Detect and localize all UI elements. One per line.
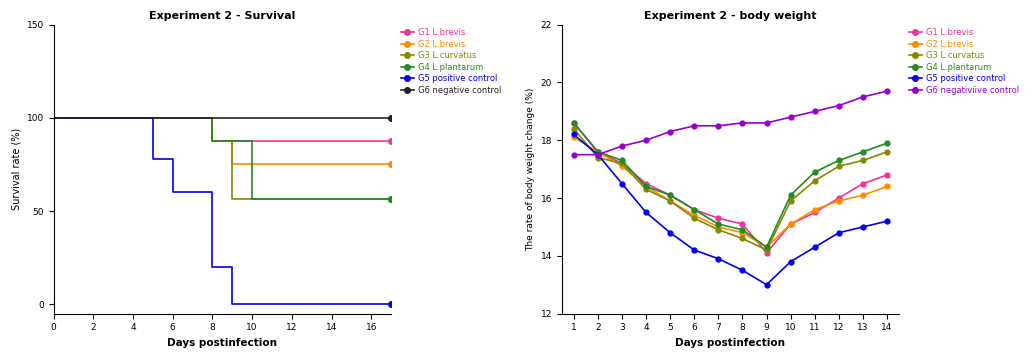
Title: Experiment 2 - body weight: Experiment 2 - body weight (644, 11, 817, 21)
Y-axis label: The rate of body weight change (%): The rate of body weight change (%) (526, 88, 535, 251)
Legend: G1 L.brevis, G2 L.brevis, G3 L.curvatus, G4 L.plantarum, G5 positive control, G6: G1 L.brevis, G2 L.brevis, G3 L.curvatus,… (398, 25, 505, 98)
Title: Experiment 2 - Survival: Experiment 2 - Survival (149, 11, 296, 21)
Y-axis label: Survival rate (%): Survival rate (%) (11, 128, 21, 210)
Legend: G1 L.brevis, G2 L.brevis, G3 L.curvatus, G4 L.plantarum, G5 positive control, G6: G1 L.brevis, G2 L.brevis, G3 L.curvatus,… (906, 25, 1023, 98)
X-axis label: Days postinfection: Days postinfection (168, 338, 277, 348)
X-axis label: Days postinfection: Days postinfection (675, 338, 786, 348)
